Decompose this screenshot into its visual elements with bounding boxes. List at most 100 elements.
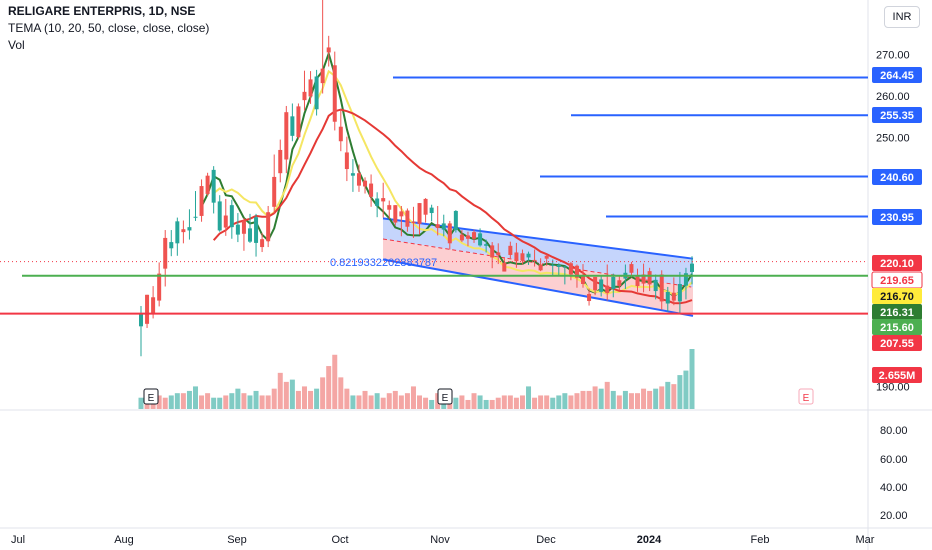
volume-bar [247, 395, 253, 409]
candle-body [369, 183, 374, 197]
volume-bar [277, 372, 283, 409]
volume-bar [483, 399, 489, 409]
candle [241, 218, 246, 251]
earnings-marker-box [143, 388, 159, 405]
volume-bar [283, 381, 289, 409]
candle-body [538, 264, 543, 271]
price-tag-bg [872, 319, 922, 335]
earnings-marker: E [437, 388, 453, 405]
volume-bar [180, 393, 186, 409]
candle-body [453, 210, 458, 231]
price-tick-label: 190.00 [876, 382, 910, 394]
level-tag-bg [872, 67, 922, 83]
candle-body [356, 173, 361, 186]
candle-body [447, 223, 452, 244]
oscillator-tick-label: 20.00 [880, 510, 908, 522]
candle-body [338, 126, 343, 142]
candle-body [550, 264, 555, 266]
channel-lower-line [382, 258, 694, 317]
candle-body [568, 263, 573, 275]
level-tag: 230.95 [872, 209, 922, 225]
candle-body [169, 242, 174, 249]
candle-body [272, 176, 277, 207]
candle [490, 242, 495, 269]
candle [290, 103, 295, 142]
candle-body [254, 217, 259, 243]
candle-body [690, 263, 694, 272]
candle-body [417, 203, 422, 224]
candle-body [641, 274, 646, 284]
volume-bar [459, 395, 465, 409]
candle [296, 103, 301, 140]
candle-body [320, 68, 325, 84]
volume-bar [604, 381, 610, 409]
volume-bar [513, 397, 519, 409]
candle-body [302, 91, 307, 101]
candle-body [290, 116, 295, 136]
candle [550, 259, 555, 276]
candle-body [496, 252, 501, 256]
volume-bar [622, 390, 628, 409]
candle [538, 258, 543, 272]
volume-bar [186, 390, 192, 409]
candle [429, 204, 434, 222]
candle-body [296, 106, 301, 138]
channel-lower-fill [383, 238, 693, 316]
earnings-marker-label: E [148, 393, 155, 404]
candle-body [393, 205, 398, 223]
level-tag-label: 240.60 [880, 172, 914, 184]
volume-bar [392, 390, 398, 409]
candle [399, 205, 404, 237]
price-tag: 207.55 [872, 335, 922, 351]
candle [217, 195, 222, 232]
candle-body [350, 173, 355, 176]
volume-bar [689, 349, 695, 409]
candle [145, 294, 150, 328]
candle [556, 263, 561, 277]
candle [472, 229, 477, 243]
candle [320, 0, 325, 94]
candle-body [247, 228, 252, 242]
volume-bar [628, 393, 634, 409]
candle-body [599, 279, 604, 292]
volume-bar [398, 395, 404, 409]
level-tag-bg [872, 107, 922, 123]
volume-bar [417, 395, 423, 409]
volume-bar [489, 399, 495, 409]
time-tick-label: Jul [11, 534, 25, 546]
volume-label[interactable]: Vol [8, 38, 25, 52]
candle [284, 105, 289, 174]
level-tag: 264.45 [872, 67, 922, 83]
candle-body [581, 275, 586, 284]
volume-bar [199, 395, 205, 409]
volume-bar [386, 393, 392, 409]
candle-body [151, 297, 156, 315]
candle [441, 214, 446, 237]
candle-body [344, 152, 349, 170]
volume-bar [574, 393, 580, 409]
oscillator-tick-label: 60.00 [880, 454, 908, 466]
candle [211, 166, 216, 214]
candle [544, 254, 549, 266]
candle-body [502, 262, 507, 272]
volume-bar [241, 393, 247, 409]
candle-body [611, 276, 616, 289]
candle-body [314, 76, 319, 110]
candle-body [659, 274, 664, 302]
candle [344, 136, 349, 182]
candle [502, 257, 507, 272]
time-tick-label: Nov [430, 534, 450, 546]
candle [247, 213, 252, 243]
volume-bar [423, 397, 429, 409]
candle-body [235, 224, 240, 235]
volume-bars [138, 349, 695, 409]
level-tag-label: 230.95 [880, 212, 914, 224]
candle [254, 213, 259, 257]
volume-bar [295, 390, 301, 409]
volume-bar [677, 375, 683, 409]
volume-bar [665, 381, 671, 409]
currency-button[interactable]: INR [884, 6, 920, 28]
volume-bar [580, 390, 586, 409]
indicator-label[interactable]: TEMA (10, 20, 50, close, close, close) [8, 21, 210, 35]
